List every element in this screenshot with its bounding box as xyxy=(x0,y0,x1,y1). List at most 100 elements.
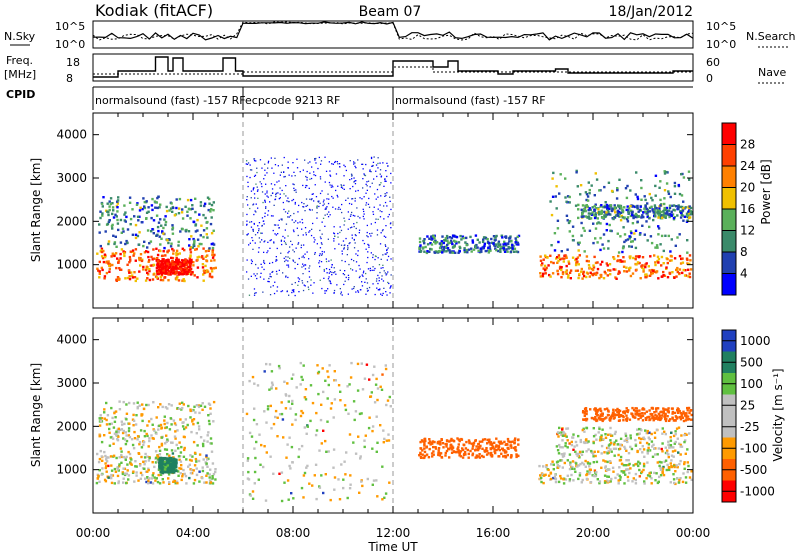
scatter-cell xyxy=(132,402,136,405)
scatter-cell xyxy=(309,198,311,200)
scatter-cell xyxy=(502,448,505,452)
scatter-cell xyxy=(563,434,567,437)
scatter-cell xyxy=(308,288,310,291)
scatter-cell xyxy=(581,450,584,453)
scatter-cell xyxy=(333,233,336,235)
scatter-cell xyxy=(554,478,558,481)
scatter-cell xyxy=(300,486,304,490)
scatter-cell xyxy=(171,264,175,267)
scatter-cell xyxy=(372,283,374,285)
scatter-cell xyxy=(595,471,598,474)
scatter-cell xyxy=(326,206,328,208)
scatter-cell xyxy=(268,388,271,391)
scatter-cell xyxy=(280,471,284,474)
scatter-cell xyxy=(138,404,141,407)
scatter-cell xyxy=(294,201,296,204)
scatter-cell xyxy=(157,221,161,224)
scatter-cell xyxy=(359,289,362,291)
scatter-cell xyxy=(653,254,656,257)
scatter-cell xyxy=(190,430,193,434)
scatter-cell xyxy=(451,234,455,237)
scatter-cell xyxy=(599,222,602,225)
scatter-cell xyxy=(205,259,208,262)
scatter-cell xyxy=(133,430,136,434)
scatter-cell xyxy=(328,272,330,274)
scatter-cell xyxy=(168,454,171,457)
scatter-cell xyxy=(261,266,263,268)
scatter-cell xyxy=(202,229,206,232)
scatter-cell xyxy=(138,440,142,444)
scatter-cell xyxy=(649,235,653,238)
scatter-cell xyxy=(646,202,649,205)
scatter-cell xyxy=(660,447,663,451)
scatter-cell xyxy=(513,247,517,250)
scatter-cell xyxy=(280,239,283,241)
scatter-cell xyxy=(550,463,553,466)
scatter-cell xyxy=(441,248,444,252)
scatter-cell xyxy=(554,195,557,198)
scatter-cell xyxy=(319,236,322,238)
scatter-cell xyxy=(596,217,599,220)
scatter-cell xyxy=(430,235,433,238)
scatter-cell xyxy=(115,245,118,248)
scatter-cell xyxy=(301,411,305,415)
cpid-segment-label: ecpcode 9213 RF xyxy=(245,94,340,107)
scatter-cell xyxy=(375,218,377,220)
scatter-cell xyxy=(270,370,274,373)
freq-tick-bottom: 8 xyxy=(66,72,73,85)
scatter-cell xyxy=(341,187,344,189)
scatter-cell xyxy=(175,252,178,255)
scatter-cell xyxy=(150,477,153,480)
scatter-cell xyxy=(390,208,392,211)
scatter-cell xyxy=(678,409,681,413)
scatter-cell xyxy=(163,419,166,422)
scatter-cell xyxy=(327,216,330,218)
scatter-cell xyxy=(203,481,206,484)
scatter-cell xyxy=(457,438,460,441)
scatter-cell xyxy=(287,400,290,403)
scatter-cell xyxy=(319,279,321,281)
scatter-cell xyxy=(169,464,172,467)
scatter-cell xyxy=(279,174,281,176)
scatter-cell xyxy=(583,410,586,414)
scatter-cell xyxy=(686,448,689,451)
scatter-cell xyxy=(315,196,318,198)
scatter-cell xyxy=(654,246,657,249)
scatter-cell xyxy=(131,250,134,254)
scatter-cell xyxy=(556,227,560,230)
scatter-cell xyxy=(152,219,156,222)
scatter-cell xyxy=(211,248,215,252)
scatter-cell xyxy=(181,406,184,410)
scatter-cell xyxy=(377,162,379,165)
scatter-cell xyxy=(153,476,156,479)
scatter-cell xyxy=(258,230,260,232)
scatter-cell xyxy=(568,195,571,199)
scatter-cell xyxy=(420,439,424,442)
scatter-cell xyxy=(592,427,595,430)
scatter-cell xyxy=(575,444,579,447)
scatter-cell xyxy=(119,252,122,256)
scatter-cell xyxy=(323,203,325,205)
scatter-cell xyxy=(628,471,631,475)
scatter-cell xyxy=(209,222,213,226)
scatter-cell xyxy=(443,239,446,242)
scatter-cell xyxy=(343,274,346,276)
scatter-cell xyxy=(425,453,429,456)
scatter-cell xyxy=(175,198,178,201)
scatter-cell xyxy=(349,227,352,229)
scatter-cell xyxy=(419,244,422,247)
scatter-cell xyxy=(116,199,120,202)
scatter-cell xyxy=(306,170,308,173)
scatter-cell xyxy=(609,229,612,232)
scatter-cell xyxy=(616,259,619,263)
scatter-cell xyxy=(610,441,613,445)
scatter-cell xyxy=(116,210,119,213)
scatter-cell xyxy=(500,234,504,237)
scatter-cell xyxy=(305,466,308,469)
scatter-cell xyxy=(368,416,371,419)
scatter-cell xyxy=(304,285,306,287)
scatter-cell xyxy=(164,426,167,430)
scatter-cell xyxy=(131,274,134,277)
scatter-cell xyxy=(626,417,629,420)
scatter-cell xyxy=(250,262,253,265)
